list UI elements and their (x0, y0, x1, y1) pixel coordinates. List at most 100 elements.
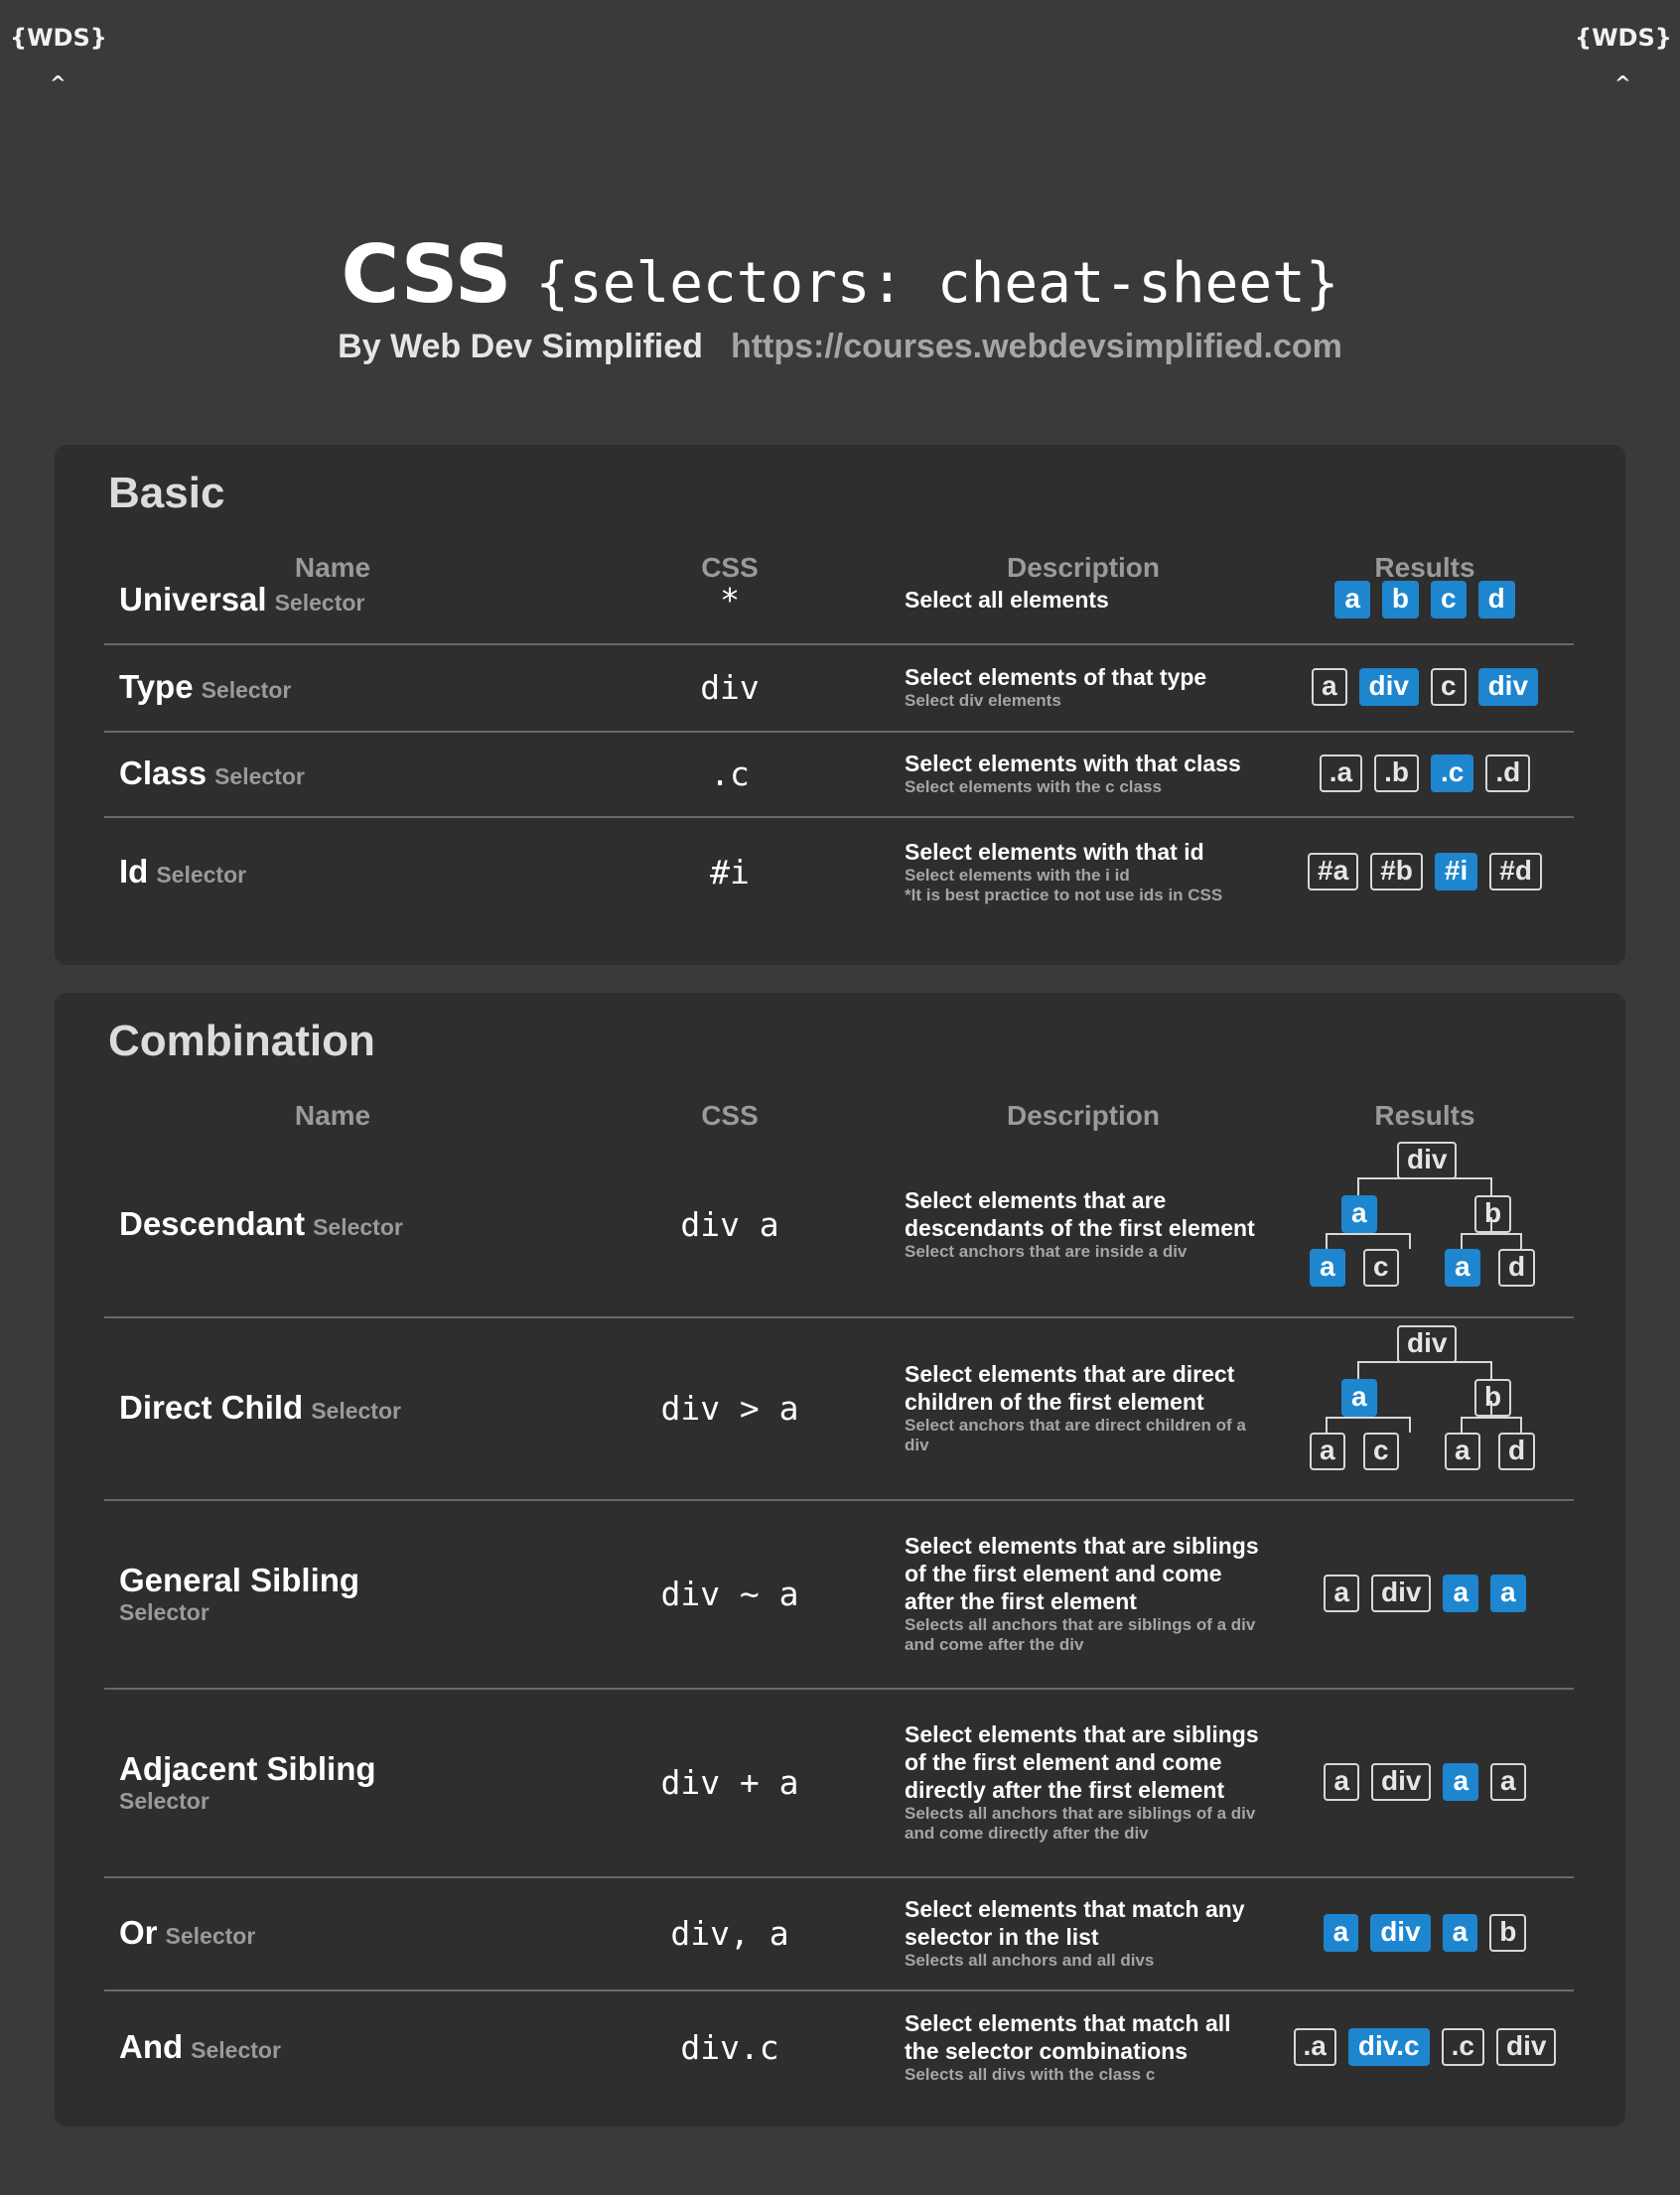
result-box: a (1324, 1763, 1359, 1801)
selector-name: Direct Child Selector (119, 1316, 401, 1499)
title-css-word: CSS (341, 228, 512, 321)
selector-name: And Selector (119, 1989, 281, 2105)
description-sub: Select div elements (905, 691, 1061, 710)
results: .a .b .c .d (1276, 731, 1574, 816)
selector-name: Adjacent Sibling Selector (119, 1688, 376, 1876)
description-sub: Selects all anchors that are siblings of… (905, 1615, 1256, 1654)
description-main: Select elements that match all the selec… (905, 2010, 1231, 2064)
col-description: Description (1006, 552, 1161, 583)
selector-suffix: Selector (156, 862, 247, 888)
description-sub: Selects all anchors and all divs (905, 1951, 1155, 1970)
result-box-selected: a (1334, 581, 1370, 618)
tree-connector (1326, 1417, 1359, 1419)
table-row: Direct Child Selector div > a Select elemen… (104, 1316, 1574, 1501)
selector-name: Descendant Selector (119, 1132, 403, 1316)
description: Select elements that are direct children… (905, 1316, 1262, 1499)
selector-name-main: Universal Selector (119, 581, 364, 618)
selector-name-main: Descendant Selector (119, 1205, 403, 1243)
description-main: Select elements that are siblings of the… (905, 1533, 1259, 1614)
results: #a #b #i #d (1276, 816, 1574, 927)
selector-suffix: Selector (313, 1214, 403, 1240)
result-box: #b (1370, 853, 1423, 891)
result-tree: div a b a c a d (1310, 1142, 1536, 1306)
selector-suffix: Selector (119, 1598, 210, 1625)
wds-logo-right: {WDS} ^ (1575, 14, 1672, 95)
result-box-selected: a (1443, 1575, 1479, 1612)
description: Select all elements (905, 556, 1262, 643)
description-sub: Select elements with the i id (905, 866, 1130, 885)
tree-connector (1357, 1361, 1359, 1379)
tree-connector (1326, 1233, 1328, 1249)
result-box-selected: b (1381, 581, 1419, 618)
tree-connector (1490, 1361, 1492, 1379)
result-box: div (1370, 1575, 1432, 1612)
description-main: Select elements that are descendants of … (905, 1187, 1255, 1241)
tree-connector (1461, 1417, 1463, 1433)
col-css: CSS (701, 1100, 759, 1131)
result-box: a (1324, 1575, 1359, 1612)
result-box-selected: a (1442, 1914, 1478, 1952)
table-row: And Selector div.c Select elements that mat… (104, 1989, 1574, 2105)
col-name: Name (294, 552, 371, 583)
table-row: Type Selector div Select elements of that t… (104, 643, 1574, 733)
selector-name-label: And (119, 2028, 184, 2065)
description: Select elements that are siblings of the… (905, 1499, 1262, 1688)
selector-name-label: Type (119, 668, 194, 705)
description-sub: Select elements with the c class (905, 777, 1162, 796)
css-code: div, a (670, 1913, 789, 1953)
combination-panel: Combination Name CSS Description Results… (55, 993, 1625, 2126)
description: Select elements that match all the selec… (905, 1989, 1262, 2105)
result-box: .d (1485, 755, 1531, 792)
result-tree: div a b a c a d (1310, 1325, 1536, 1490)
table-row: Descendant Selector div a Select elements t… (104, 1132, 1574, 1318)
selector-name: Type Selector (119, 643, 291, 731)
description-main: Select elements with that class (905, 751, 1241, 776)
result-box-selected: a (1310, 1249, 1345, 1287)
result-box: a (1311, 668, 1347, 706)
selector-name: Class Selector (119, 731, 305, 816)
selector-name-main: Class Selector (119, 755, 305, 792)
selector-name-label: Direct Child (119, 1389, 304, 1426)
result-box: b (1474, 1195, 1512, 1233)
description-main: Select elements that match any selector … (905, 1896, 1245, 1950)
wds-logo-text: {WDS} (10, 24, 107, 52)
css-code: .c (710, 754, 750, 793)
selector-name-main: Type Selector (119, 668, 291, 706)
page-title: CSS {selectors: cheat-sheet} (0, 228, 1680, 321)
table-row: Id Selector #i Select elements with that id… (104, 816, 1574, 927)
col-css: CSS (701, 552, 759, 583)
description-main: Select elements that are direct children… (905, 1361, 1235, 1415)
result-box: c (1363, 1249, 1399, 1287)
selector-suffix: Selector (191, 2037, 281, 2063)
selector-name: General Sibling Selector (119, 1499, 359, 1688)
selector-name: Id Selector (119, 816, 246, 927)
selector-suffix: Selector (201, 677, 292, 703)
results: a div a b (1276, 1876, 1574, 1989)
result-box: div (1370, 1763, 1432, 1801)
result-box-selected: .c (1431, 755, 1474, 792)
tree-connector (1409, 1233, 1411, 1249)
description-sub: Selects all anchors that are siblings of… (905, 1804, 1256, 1843)
description-main: Select all elements (905, 587, 1109, 613)
byline: By Web Dev Simplified (338, 328, 703, 365)
css-code: #i (710, 852, 750, 892)
description: Select elements with that class Select el… (905, 731, 1262, 816)
result-box-selected: #i (1434, 853, 1478, 891)
css-code: div > a (660, 1388, 799, 1428)
description-sub: Selects all divs with the class c (905, 2065, 1156, 2084)
result-box: div (1397, 1325, 1458, 1363)
selector-suffix: Selector (165, 1923, 256, 1949)
description-sub: Select anchors that are inside a div (905, 1242, 1188, 1261)
tree-connector (1357, 1361, 1492, 1363)
result-box: .a (1293, 2028, 1336, 2066)
tree-connector (1461, 1233, 1522, 1235)
selector-name: Universal Selector (119, 556, 364, 643)
wds-logo-caret: ^ (1614, 71, 1631, 95)
combination-title: Combination (108, 1017, 375, 1065)
selector-name-label: Descendant (119, 1205, 306, 1242)
table-row: Universal Selector * Select all elements a b c… (104, 556, 1574, 645)
result-box-selected: div (1370, 1914, 1431, 1952)
result-box: .a (1319, 755, 1363, 792)
table-row: Class Selector .c Select elements with that… (104, 731, 1574, 818)
result-box: b (1474, 1379, 1512, 1417)
